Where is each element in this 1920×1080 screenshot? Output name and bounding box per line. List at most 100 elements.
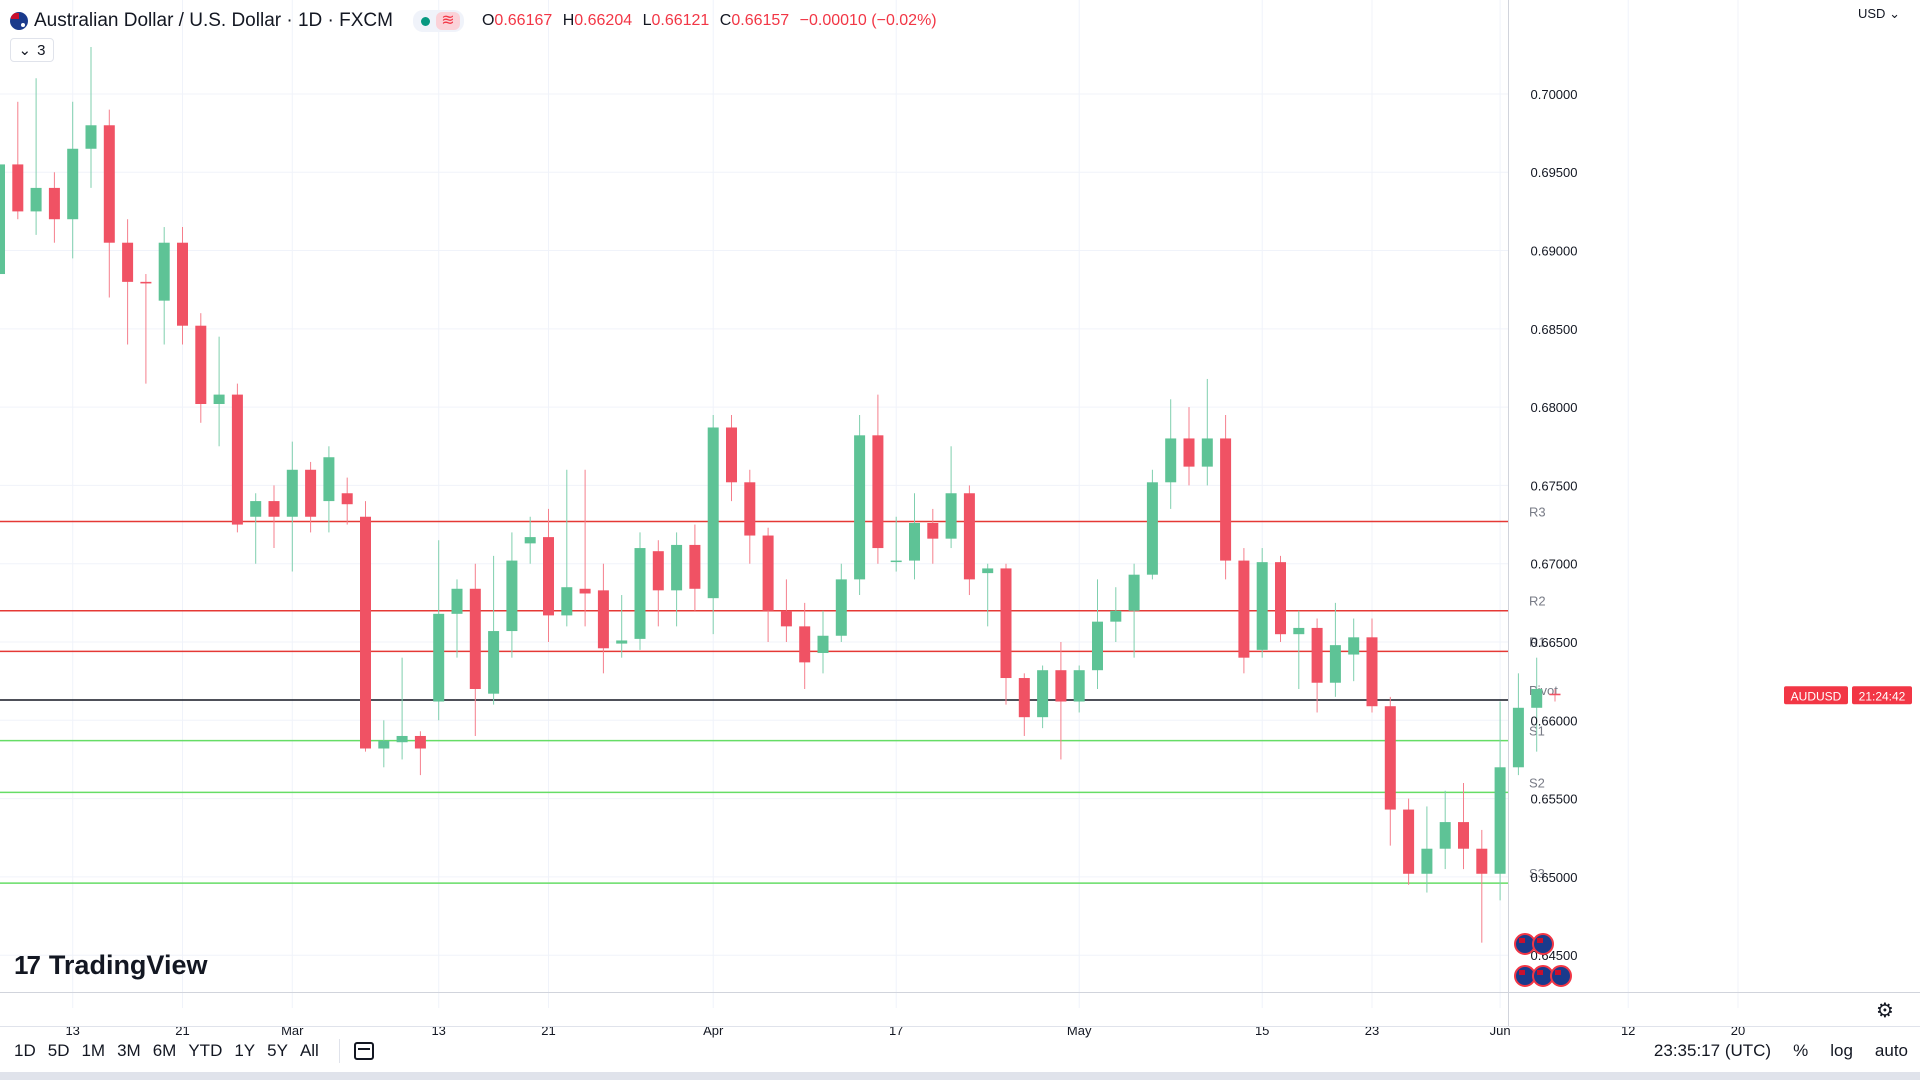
dot-icon bbox=[420, 16, 430, 26]
candle-body bbox=[360, 516, 371, 749]
candle-body bbox=[1293, 627, 1305, 635]
indicators-toggle[interactable]: ⌄ 3 bbox=[10, 38, 54, 62]
event-markers[interactable] bbox=[1514, 933, 1572, 987]
event-marker-au-2[interactable] bbox=[1532, 933, 1554, 955]
candle-body bbox=[0, 164, 5, 275]
logo-mark-icon: 17 bbox=[14, 950, 41, 980]
status-pill[interactable]: ≋ bbox=[412, 10, 464, 32]
candle-body bbox=[726, 427, 737, 483]
candle-body bbox=[122, 242, 134, 282]
range-button-5y[interactable]: 5Y bbox=[267, 1041, 288, 1060]
candle-body bbox=[762, 535, 774, 611]
candle-body bbox=[835, 579, 847, 636]
candle-body bbox=[1000, 568, 1012, 679]
event-marker-au-4[interactable] bbox=[1550, 965, 1572, 987]
candle-body bbox=[1421, 848, 1433, 874]
range-button-1d[interactable]: 1D bbox=[14, 1041, 36, 1060]
candle-body bbox=[1476, 848, 1488, 874]
candle-body bbox=[1366, 637, 1378, 707]
candle-body bbox=[634, 548, 646, 639]
y-tick-label: 0.70000 bbox=[1531, 87, 1578, 102]
utc-clock[interactable]: 23:35:17 (UTC) bbox=[1653, 1041, 1772, 1060]
candle-body bbox=[890, 560, 902, 563]
candle-body bbox=[652, 551, 664, 591]
divider bbox=[338, 1039, 340, 1063]
candle-body bbox=[268, 501, 280, 517]
currency-selector[interactable]: USD ⌄ bbox=[1858, 6, 1900, 21]
countdown-bg bbox=[1852, 686, 1912, 705]
candle-body bbox=[231, 394, 243, 525]
candle-body bbox=[341, 493, 353, 505]
candle-body bbox=[543, 537, 554, 616]
low-value: 0.66121 bbox=[651, 12, 710, 29]
countdown-label: 21:24:42 bbox=[1859, 689, 1906, 703]
open-value: 0.66167 bbox=[494, 12, 553, 29]
candle-body bbox=[286, 469, 298, 517]
candle-body bbox=[1494, 767, 1506, 874]
candle-body bbox=[378, 740, 390, 749]
range-button-1m[interactable]: 1M bbox=[81, 1041, 106, 1060]
range-button-1y[interactable]: 1Y bbox=[234, 1041, 256, 1060]
candle-body bbox=[158, 242, 170, 301]
range-button-5d[interactable]: 5D bbox=[47, 1041, 70, 1060]
candle-body bbox=[103, 125, 115, 243]
calendar-icon[interactable] bbox=[353, 1042, 374, 1060]
flag-icon bbox=[10, 12, 28, 30]
open-label: O bbox=[481, 12, 495, 29]
candle-body bbox=[1275, 562, 1286, 635]
candle-body bbox=[433, 613, 445, 702]
change-value: −0.00010 (−0.02%) bbox=[799, 12, 937, 29]
candle-body bbox=[927, 523, 939, 539]
candle-body bbox=[1384, 706, 1396, 810]
candle-body bbox=[67, 148, 79, 220]
range-button-3m[interactable]: 3M bbox=[117, 1041, 141, 1060]
candle-body bbox=[1165, 438, 1177, 483]
percent-toggle[interactable]: % bbox=[1793, 1041, 1809, 1060]
candle-body bbox=[305, 469, 317, 517]
candle-body bbox=[1512, 707, 1524, 768]
candle-body bbox=[12, 164, 24, 212]
candle-body bbox=[1128, 574, 1140, 611]
level-label-r2: R2 bbox=[1529, 594, 1546, 609]
candle-body bbox=[195, 325, 207, 404]
indicator-count: 3 bbox=[37, 41, 46, 59]
candle-body bbox=[982, 568, 994, 574]
y-tick-label: 0.67500 bbox=[1531, 478, 1578, 493]
last-price-symbol-bg bbox=[1784, 686, 1848, 705]
y-tick-label: 0.68000 bbox=[1531, 400, 1578, 415]
right-tools: 23:35:17 (UTC) % log auto bbox=[1632, 1032, 1908, 1070]
event-marker-au[interactable] bbox=[1514, 933, 1536, 955]
y-tick-label: 0.66000 bbox=[1531, 713, 1578, 728]
level-label-r3: R3 bbox=[1529, 504, 1546, 519]
range-button-6m[interactable]: 6M bbox=[152, 1041, 177, 1060]
y-tick-label: 0.66500 bbox=[1531, 635, 1578, 650]
candle-body bbox=[1348, 637, 1360, 655]
log-toggle[interactable]: log bbox=[1830, 1041, 1853, 1060]
candle-body bbox=[707, 427, 719, 599]
candle-body bbox=[1073, 670, 1085, 702]
candle-body bbox=[744, 482, 756, 536]
auto-toggle[interactable]: auto bbox=[1874, 1041, 1908, 1060]
y-tick-label: 0.68500 bbox=[1531, 322, 1578, 337]
tradingview-logo: 17 TradingView bbox=[14, 950, 207, 981]
symbol-title[interactable]: Australian Dollar / U.S. Dollar · 1D · F… bbox=[34, 10, 393, 31]
footer-strip bbox=[0, 1072, 1920, 1080]
candle-body bbox=[1549, 693, 1561, 696]
range-button-all[interactable]: All bbox=[299, 1041, 319, 1060]
axes: 0.70000 0.69500 0.69000 0.68500 0.68000 0.675… bbox=[0, 0, 1920, 1038]
candle-body bbox=[561, 587, 573, 616]
candle-body bbox=[323, 457, 335, 502]
candle-body bbox=[506, 560, 518, 632]
y-tick-label: 0.69500 bbox=[1531, 165, 1578, 180]
gear-icon[interactable]: ⚙ bbox=[1876, 1000, 1894, 1022]
candle-body bbox=[689, 544, 701, 589]
candle-body bbox=[1018, 678, 1030, 718]
candle-body bbox=[872, 435, 884, 549]
candle-body bbox=[213, 394, 225, 404]
candle-body bbox=[250, 501, 262, 517]
range-button-ytd[interactable]: YTD bbox=[188, 1041, 223, 1060]
high-label: H bbox=[562, 12, 575, 29]
bottom-toolbar: 1D 5D 1M 3M 6M YTD 1Y 5Y All 23:35:17 (UTC) % lo… bbox=[0, 1032, 1920, 1070]
candle-body bbox=[1311, 627, 1323, 683]
